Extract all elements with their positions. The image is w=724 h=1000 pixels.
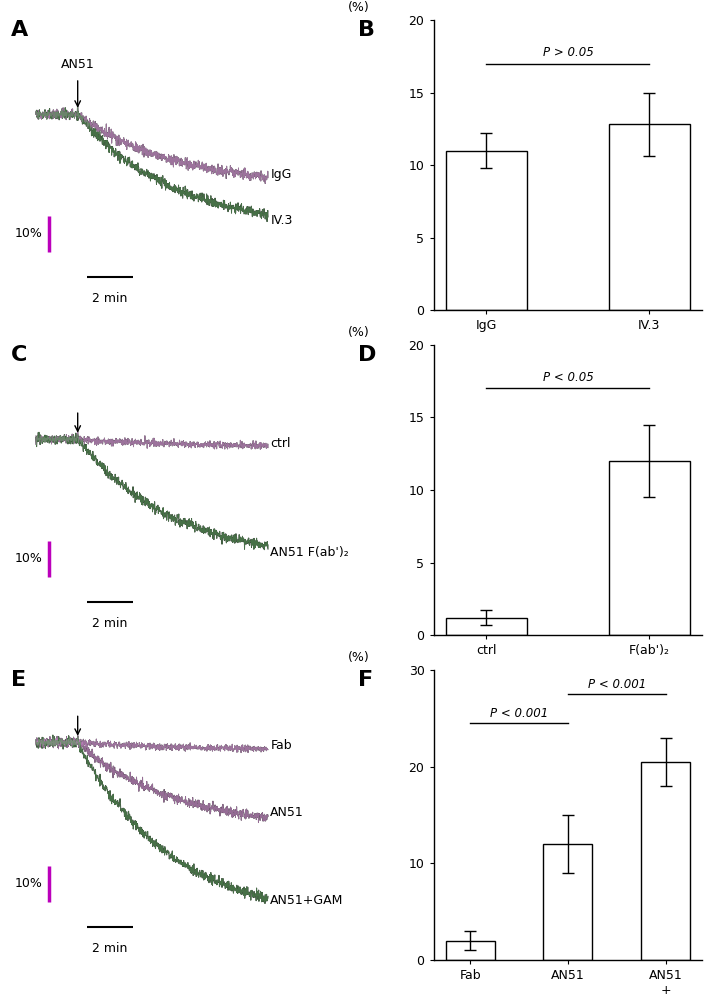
Bar xyxy=(446,941,494,960)
Text: 10%: 10% xyxy=(15,227,43,240)
Text: AN51: AN51 xyxy=(270,806,304,819)
Bar xyxy=(641,762,690,960)
Text: B: B xyxy=(358,20,375,40)
Text: 2 min: 2 min xyxy=(93,292,128,305)
Text: E: E xyxy=(11,670,26,690)
Text: AN51 F(ab')₂: AN51 F(ab')₂ xyxy=(270,546,349,559)
Text: P < 0.001: P < 0.001 xyxy=(588,678,646,691)
Text: P < 0.001: P < 0.001 xyxy=(490,707,548,720)
Bar xyxy=(446,151,527,310)
Text: IV.3: IV.3 xyxy=(270,214,292,227)
Text: AN51+GAM: AN51+GAM xyxy=(270,894,344,907)
Bar xyxy=(446,618,527,635)
Text: (%): (%) xyxy=(348,651,369,664)
Text: P < 0.05: P < 0.05 xyxy=(542,371,593,384)
Text: IgG: IgG xyxy=(270,168,292,181)
Text: 10%: 10% xyxy=(15,877,43,890)
Text: 10%: 10% xyxy=(15,552,43,565)
Text: (%): (%) xyxy=(348,1,369,14)
Text: 2 min: 2 min xyxy=(93,942,128,955)
Bar xyxy=(544,844,592,960)
Text: D: D xyxy=(358,345,376,365)
Text: AN51: AN51 xyxy=(61,58,95,71)
Bar xyxy=(609,461,690,635)
Text: A: A xyxy=(11,20,28,40)
Text: F: F xyxy=(358,670,374,690)
Text: P > 0.05: P > 0.05 xyxy=(542,46,593,59)
Bar xyxy=(609,124,690,310)
Text: Fab: Fab xyxy=(270,739,292,752)
Text: C: C xyxy=(11,345,28,365)
Text: 2 min: 2 min xyxy=(93,617,128,630)
Text: ctrl: ctrl xyxy=(270,437,291,450)
Text: (%): (%) xyxy=(348,326,369,339)
